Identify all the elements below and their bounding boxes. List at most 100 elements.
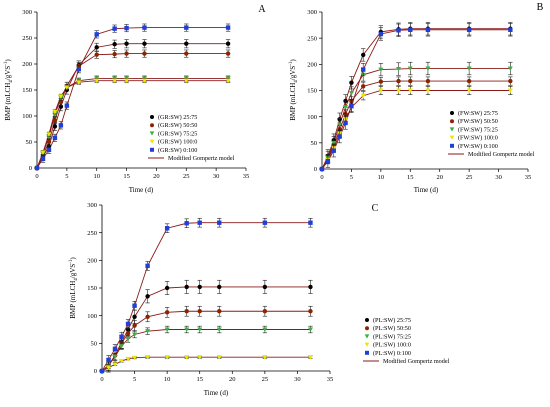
- data-point: [125, 356, 131, 362]
- data-point: [46, 139, 52, 145]
- y-axis-label-tail: /gVS: [4, 66, 12, 81]
- legend: (GR:SW) 25:75(GR:SW) 50:50(GR:SW) 75:25 (…: [148, 114, 235, 162]
- x-tick-label: 35: [243, 173, 250, 180]
- data-point: [183, 78, 189, 84]
- series-1: [34, 49, 231, 171]
- data-point: [132, 303, 137, 308]
- y-axis-label: BMP (mLCH4/gVS-1): [69, 257, 79, 319]
- y-tick-label: 150: [307, 88, 317, 95]
- legend-marker: [150, 123, 154, 128]
- series-4: [319, 23, 513, 172]
- data-point: [119, 359, 125, 364]
- y-tick-label: 0: [94, 368, 97, 375]
- y-tick-label: 200: [87, 258, 97, 265]
- data-point: [396, 28, 401, 33]
- y-axis-label-main: BMP (mLCH: [69, 281, 77, 319]
- series-4: [99, 217, 313, 374]
- x-tick-label: 5: [65, 173, 68, 180]
- data-point: [217, 309, 222, 314]
- legend-label: (FW:SW) 25:75: [458, 110, 498, 117]
- data-point: [112, 26, 117, 31]
- data-point: [94, 32, 99, 37]
- data-point: [52, 124, 58, 129]
- y-tick-label: 300: [22, 9, 32, 16]
- y-axis-label-tail: /gVS: [69, 264, 77, 279]
- data-point: [125, 321, 131, 327]
- data-point: [164, 327, 170, 332]
- data-point: [466, 88, 472, 93]
- data-point: [94, 45, 99, 50]
- data-point: [349, 80, 354, 85]
- x-tick-label: 20: [153, 173, 160, 180]
- data-point: [378, 79, 384, 84]
- data-point: [112, 362, 118, 367]
- data-point: [197, 355, 203, 360]
- y-axis-label-sup: -1: [69, 259, 74, 264]
- data-point: [164, 226, 170, 231]
- x-tick-label: 30: [495, 174, 502, 181]
- data-point: [349, 104, 354, 109]
- chart-panel-A: 0 50 100 150 200 250 300 0 5 10 15 20 25 30 35 Time (d)…: [4, 4, 266, 194]
- x-tick-label: 15: [123, 173, 130, 180]
- data-point: [508, 27, 513, 32]
- y-tick-label: 100: [22, 113, 32, 120]
- x-tick-label: 0: [320, 174, 323, 181]
- data-point: [124, 78, 130, 84]
- data-point: [425, 66, 431, 72]
- y-axis-label: BMP (mLCH4/gVS-1): [4, 59, 14, 121]
- data-point: [119, 344, 125, 349]
- data-point: [184, 221, 189, 226]
- y-tick-label: 50: [91, 341, 98, 348]
- data-point: [184, 284, 189, 290]
- data-point: [378, 31, 384, 37]
- legend-marker: [365, 318, 369, 322]
- legend: (PL:SW) 25:75(PL:SW) 50:50(PL:SW) 75:25 (…: [363, 317, 450, 365]
- data-point: [331, 140, 337, 146]
- legend-label: (GR:SW) 0:100: [158, 147, 197, 154]
- data-point: [52, 135, 58, 141]
- y-axis-label-sub: 4: [9, 80, 14, 83]
- data-point: [145, 329, 151, 334]
- data-point: [64, 103, 70, 108]
- legend-label: (PL:SW) 25:75: [373, 317, 411, 324]
- legend-label: (GR:SW) 25:75: [158, 114, 197, 121]
- y-tick-label: 150: [87, 285, 97, 292]
- data-point: [99, 368, 105, 374]
- data-point: [125, 331, 131, 336]
- legend-label: (PL:SW) 75:25: [373, 333, 411, 340]
- y-tick-label: 300: [87, 202, 97, 209]
- y-tick-label: 50: [311, 140, 318, 147]
- legend-label: (PL:SW) 100:0: [373, 342, 411, 349]
- data-point: [343, 120, 348, 126]
- model-curve-3: [101, 356, 311, 372]
- data-point: [58, 123, 64, 128]
- legend-marker: [450, 143, 454, 148]
- data-point: [197, 327, 203, 332]
- data-point: [507, 66, 513, 72]
- x-tick-label: 35: [327, 376, 334, 383]
- data-point: [112, 51, 117, 57]
- data-point: [360, 93, 366, 99]
- chart-panel-C: 0 50 100 150 200 250 300 0 5 10 15 20 25 30 35 Time (d)…: [69, 202, 450, 397]
- data-point: [184, 327, 190, 332]
- y-tick-label: 0: [29, 165, 32, 172]
- data-point: [319, 166, 325, 172]
- legend-model-label: Modified Gompertz model: [468, 151, 535, 158]
- legend-marker: [364, 334, 370, 339]
- data-point: [164, 355, 170, 360]
- data-point: [262, 284, 268, 290]
- data-point: [64, 85, 70, 90]
- y-tick-label: 250: [307, 35, 317, 42]
- legend-label: (GR:SW) 75:25: [158, 130, 197, 137]
- x-tick-label: 0: [35, 173, 38, 180]
- data-point: [52, 112, 58, 117]
- y-tick-label: 250: [87, 230, 97, 237]
- data-point: [52, 109, 58, 115]
- data-point: [142, 41, 147, 46]
- data-point: [197, 309, 202, 314]
- data-point: [378, 67, 384, 73]
- data-point: [337, 134, 342, 139]
- data-point: [184, 309, 189, 314]
- data-point: [331, 148, 336, 153]
- y-axis-label-end: ): [289, 59, 297, 62]
